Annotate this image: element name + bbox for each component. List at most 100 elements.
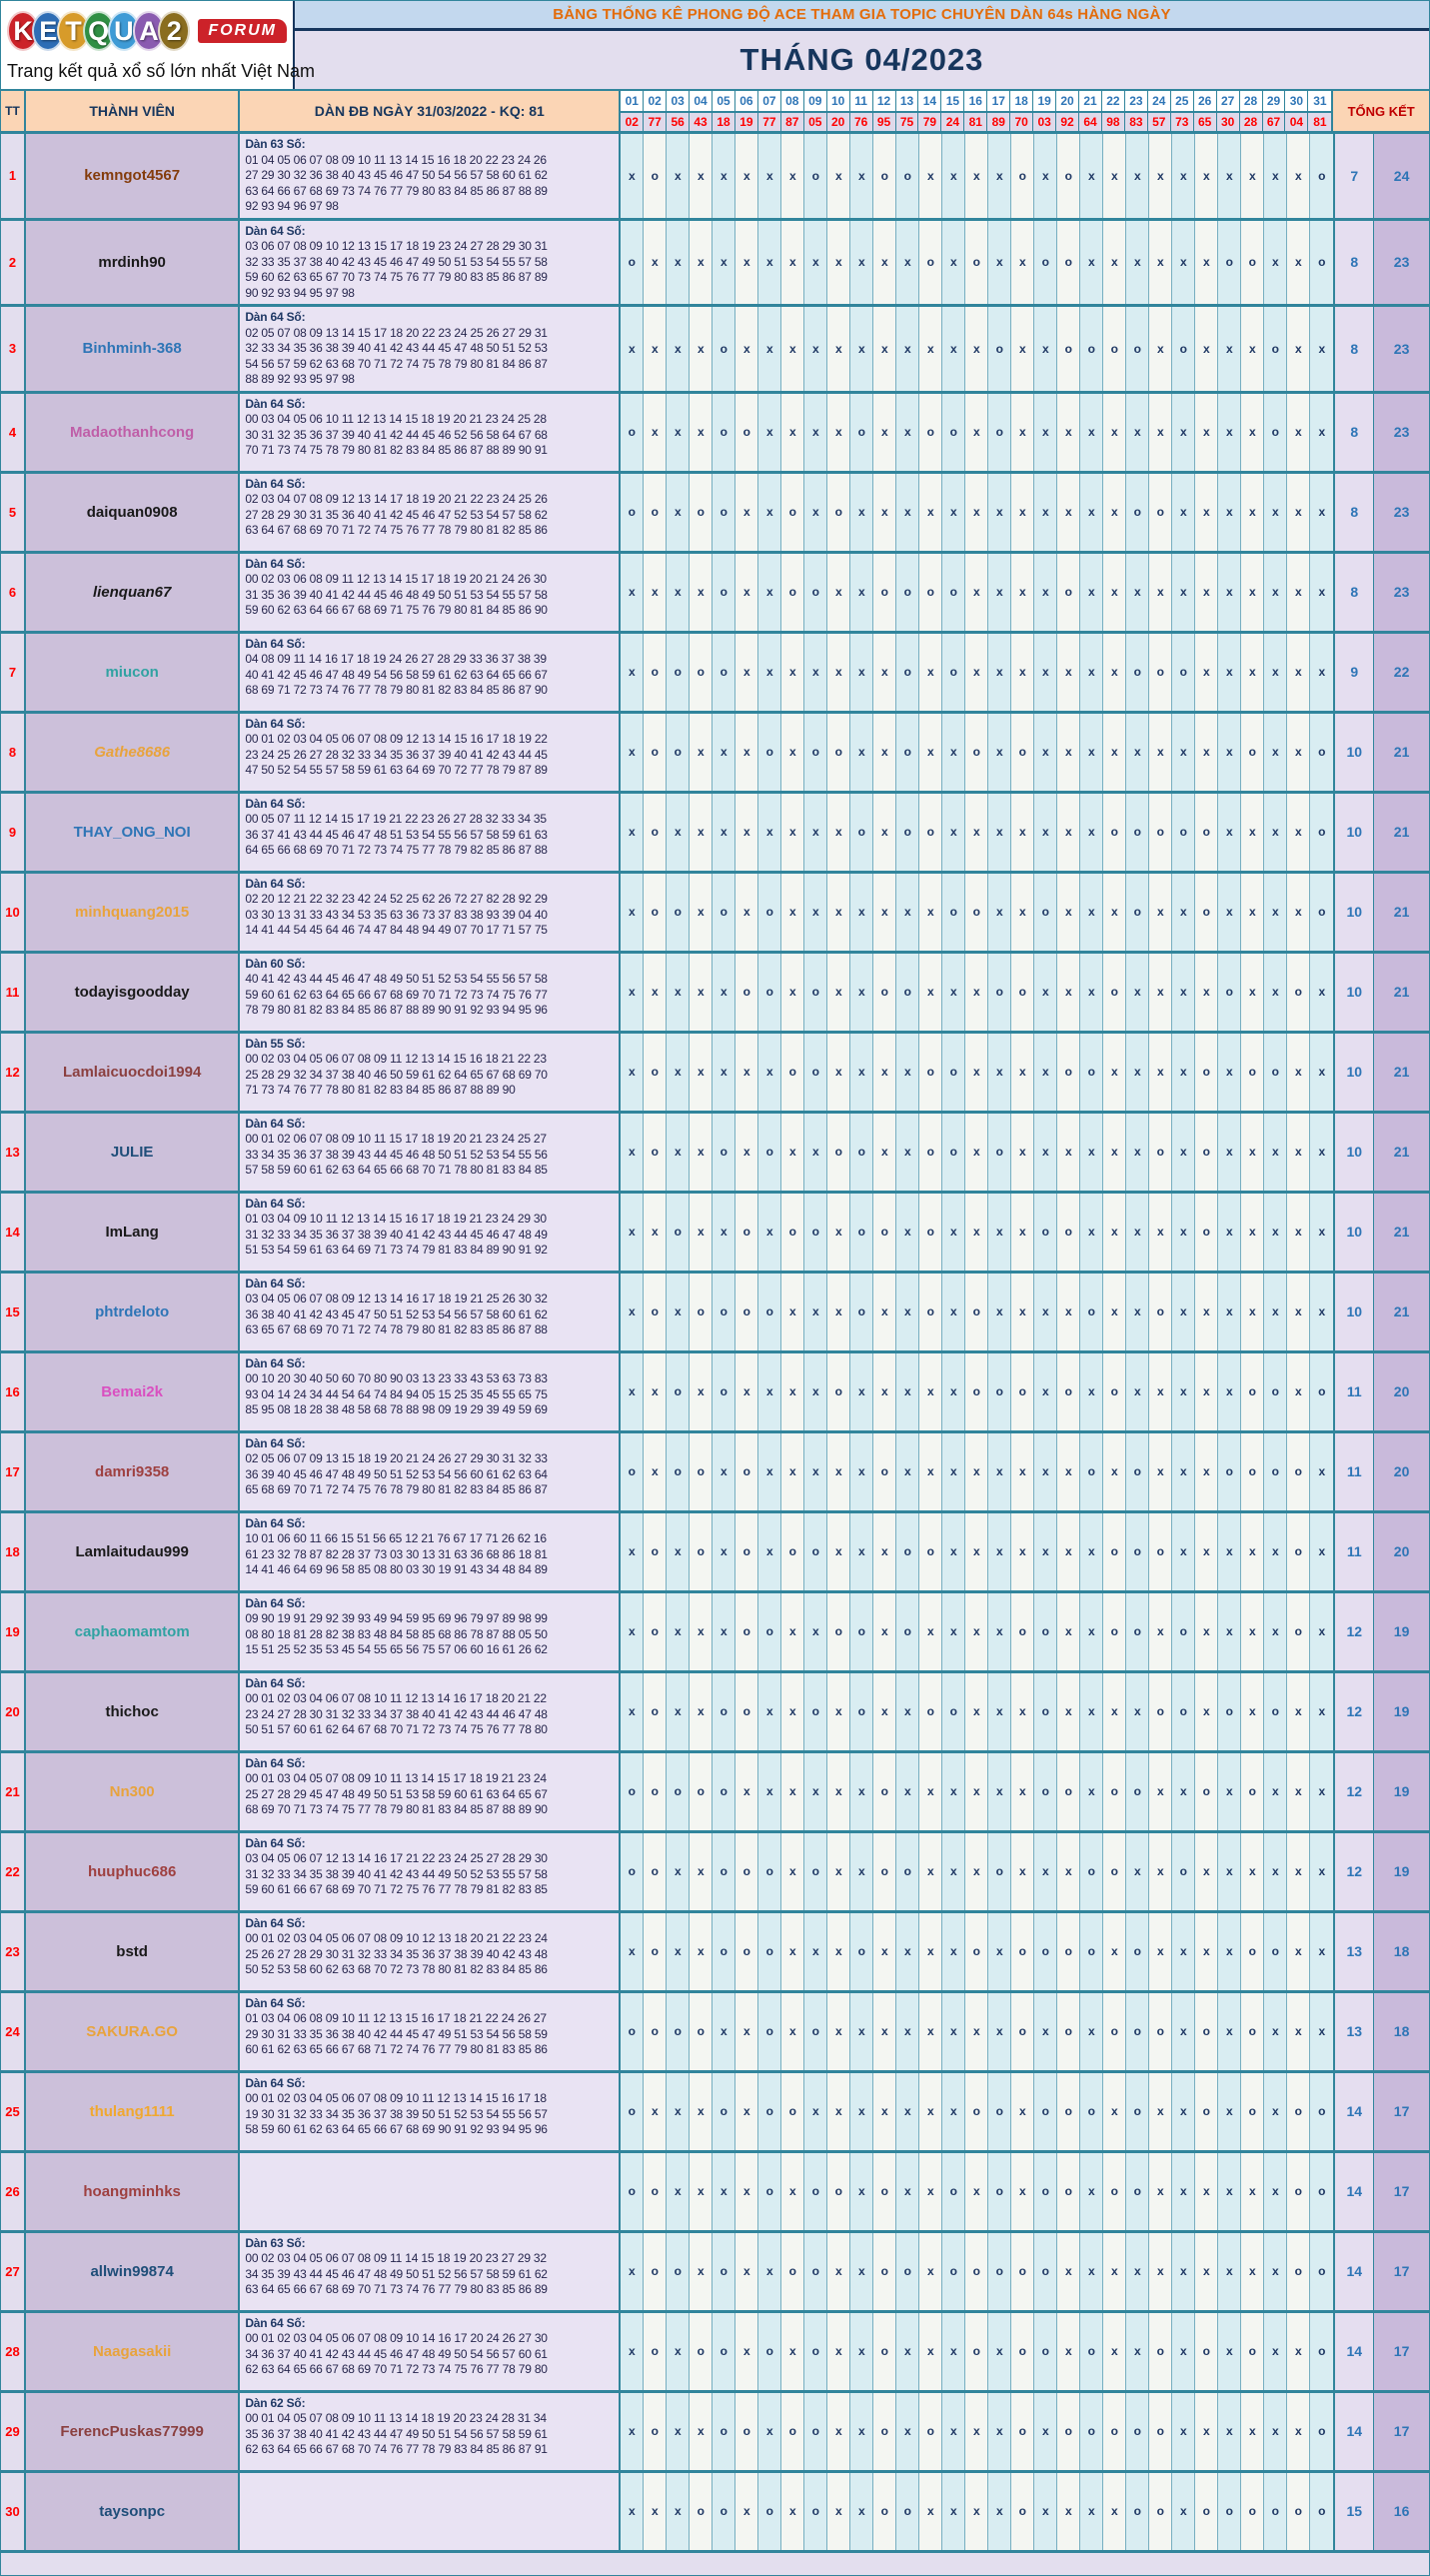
mark-cell: x [1218,1832,1242,1910]
mark-cell: x [781,1273,805,1350]
dan-numbers-line: 59 60 61 62 63 64 65 66 67 68 69 70 71 7… [245,987,548,1002]
dan-label: Dàn 64 Số: [245,1835,306,1850]
mark-cell: x [1149,2152,1173,2230]
mark-cell: x [1126,1193,1150,1271]
mark-cell: x [896,1352,920,1430]
mark-cell: x [690,1033,714,1111]
mark-cell: x [1080,633,1104,711]
mark-cell: o [1241,2072,1265,2150]
dan-numbers-line: 32 33 35 37 38 40 42 43 45 46 47 49 50 5… [245,254,548,269]
mark-cell: o [1195,1113,1219,1191]
mark-cell: o [1057,1912,1081,1990]
mark-cell: o [621,2152,645,2230]
dan-numbers-line: 00 01 02 06 07 08 09 10 11 15 17 18 19 2… [245,1132,547,1146]
mark-cell: o [1103,1832,1127,1910]
mark-cell: x [919,1352,943,1430]
mark-cell: x [1172,2232,1196,2310]
mark-cell: x [1149,953,1173,1031]
mark-cell: x [1149,873,1173,951]
mark-cell: x [1011,2152,1035,2230]
mark-cell: o [1103,1352,1127,1430]
rank-cell: 8 [1,713,26,791]
dan-numbers-line: 04 08 09 11 14 16 17 18 19 24 26 27 28 2… [245,652,547,666]
mark-cell: o [1034,1752,1058,1830]
mark-cell: x [1103,553,1127,631]
mark-cell: o [942,553,966,631]
dan-numbers-line: 31 32 33 34 35 38 39 40 41 42 43 44 49 5… [245,1866,548,1881]
mark-cell: x [827,220,851,304]
mark-cell: o [758,953,782,1031]
mark-cell: o [1080,2312,1104,2390]
mark-cell: o [965,220,989,304]
mark-cell: x [1287,1033,1311,1111]
day-header-cell: 07 [757,91,780,113]
total-wins: 8 [1333,220,1374,304]
mark-cell: x [1126,1113,1150,1191]
mark-cell: x [1172,1752,1196,1830]
total-losses: 23 [1373,553,1430,631]
dan-numbers-line: 68 69 70 71 73 74 75 77 78 79 80 81 83 8… [245,1802,548,1816]
mark-cell: x [735,873,759,951]
dan-numbers-line: 50 51 57 60 61 62 64 67 68 70 71 72 73 7… [245,1722,548,1736]
dan-cell: Dàn 55 Số: 00 02 03 04 05 06 07 08 09 11… [240,1033,622,1111]
mark-cell: x [1172,1273,1196,1350]
mark-cell: x [1264,1752,1288,1830]
mark-cell: o [1218,220,1242,304]
mark-cell: x [1034,1352,1058,1430]
dan-label: Dàn 64 Số: [245,396,306,411]
mark-cell: o [1172,307,1196,391]
mark-cell: o [1034,2232,1058,2310]
mark-cell: x [850,713,874,791]
total-losses: 20 [1373,1512,1430,1590]
mark-cell: x [1034,1113,1058,1191]
mark-cell: x [896,1912,920,1990]
mark-cell: x [781,1912,805,1990]
total-losses: 19 [1373,1592,1430,1670]
dan-label: Dàn 64 Số: [245,476,306,491]
mark-cell: o [804,2392,828,2470]
mark-cell: x [1080,953,1104,1031]
dan-numbers-line: 40 41 42 43 44 45 46 47 48 49 50 51 52 5… [245,972,548,986]
mark-cell: x [667,1033,691,1111]
mark-cell: x [735,473,759,551]
mark-cell: x [827,1912,851,1990]
day-column: 28 28 [1239,91,1263,131]
mark-cell: x [1034,1273,1058,1350]
mark-cell: o [713,873,736,951]
mark-cell: x [1103,220,1127,304]
member-name: daiquan0908 [25,473,241,551]
mark-cell: x [644,953,668,1031]
mark-cell: x [850,953,874,1031]
mark-cell: x [804,1352,828,1430]
mark-cell: x [1287,793,1311,871]
mark-cell: o [988,1832,1012,1910]
mark-cell: x [1034,1033,1058,1111]
mark-cell: x [1080,873,1104,951]
mark-cell: o [1241,1752,1265,1830]
mark-cell: x [1080,2152,1104,2230]
mark-cell: x [644,393,668,471]
mark-cell: x [942,1752,966,1830]
mark-cell: x [735,1992,759,2070]
mark-cell: x [1241,134,1265,218]
mark-cell: x [1149,1912,1173,1990]
mark-cell: x [1126,220,1150,304]
mark-cell: o [942,1672,966,1750]
mark-cell: x [1103,633,1127,711]
member-row: 4 Madaothanhcong Dàn 64 Số: 00 03 04 05 … [1,393,1430,474]
dan-numbers-line: 27 29 30 32 36 38 40 43 45 46 47 50 54 5… [245,168,548,182]
mark-cell: x [1218,793,1242,871]
mark-cell: x [1264,1193,1288,1271]
mark-cell: x [735,2072,759,2150]
mark-cell: x [1080,134,1104,218]
mark-cell: o [1218,1672,1242,1750]
mark-cell: o [1034,1672,1058,1750]
mark-cell: x [1287,1912,1311,1990]
mark-cell: o [1126,2392,1150,2470]
mark-cell: o [1287,2152,1311,2230]
mark-cell: x [1241,473,1265,551]
mark-cell: o [735,1672,759,1750]
mark-cell: o [713,2392,736,2470]
mark-cell: x [1264,2312,1288,2390]
